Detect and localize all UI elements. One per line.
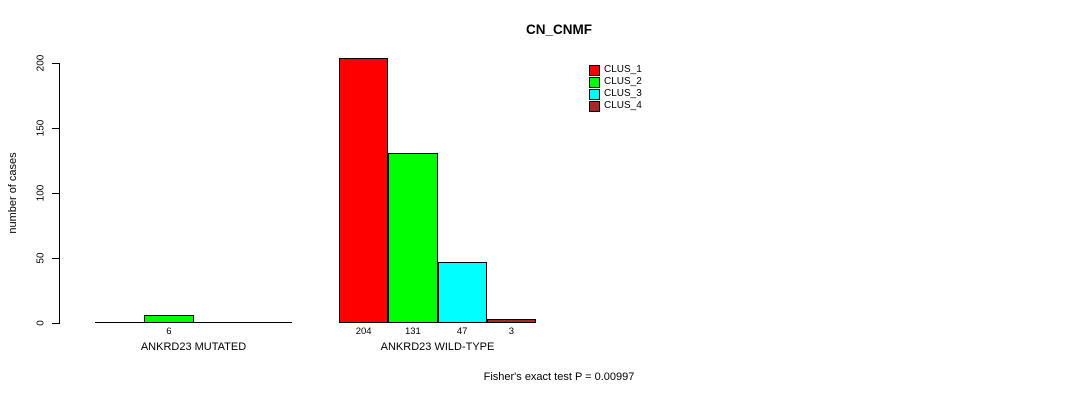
y-tick	[52, 62, 59, 64]
bar-clus_2	[388, 153, 438, 323]
legend-item: CLUS_2	[589, 76, 642, 88]
legend-label: CLUS_1	[604, 64, 642, 75]
legend-color-swatch	[589, 76, 600, 88]
bar-clus_2	[144, 315, 194, 323]
bar-value-label: 47	[456, 326, 468, 337]
legend-color-swatch	[589, 100, 600, 112]
y-tick-label: 150	[35, 119, 47, 137]
y-tick	[52, 257, 59, 259]
bar-value-label: 3	[508, 326, 515, 337]
bar-value-label: 131	[404, 326, 421, 337]
bar-clus_3	[437, 262, 487, 323]
group-label: ANKRD23 MUTATED	[140, 341, 247, 353]
fisher-test-note: Fisher's exact test P = 0.00997	[483, 371, 635, 383]
bar-clus_1	[339, 58, 389, 323]
bar-clus_4	[486, 319, 536, 323]
y-tick	[52, 192, 59, 194]
y-tick-label: 50	[35, 252, 47, 264]
y-axis-label: number of cases	[7, 152, 19, 234]
legend-color-swatch	[589, 64, 600, 76]
chart-title: CN_CNMF	[526, 22, 592, 37]
y-tick-label: 100	[35, 184, 47, 202]
bar-value-label: 204	[355, 326, 372, 337]
y-axis-line	[59, 63, 60, 324]
legend-label: CLUS_3	[604, 88, 642, 99]
y-tick-label: 200	[35, 54, 47, 72]
legend-label: CLUS_4	[604, 100, 642, 111]
legend-item: CLUS_4	[589, 100, 642, 112]
legend-color-swatch	[589, 88, 600, 100]
legend: CLUS_1 CLUS_2 CLUS_3 CLUS_4	[589, 64, 642, 112]
bar-value-label: 6	[166, 326, 172, 337]
y-tick	[52, 322, 59, 324]
y-tick-label: 0	[35, 320, 47, 326]
legend-label: CLUS_2	[604, 76, 642, 87]
group-label: ANKRD23 WILD-TYPE	[380, 341, 495, 353]
legend-item: CLUS_3	[589, 88, 642, 100]
y-tick	[52, 127, 59, 129]
legend-item: CLUS_1	[589, 64, 642, 76]
x-axis-baseline	[95, 322, 292, 323]
